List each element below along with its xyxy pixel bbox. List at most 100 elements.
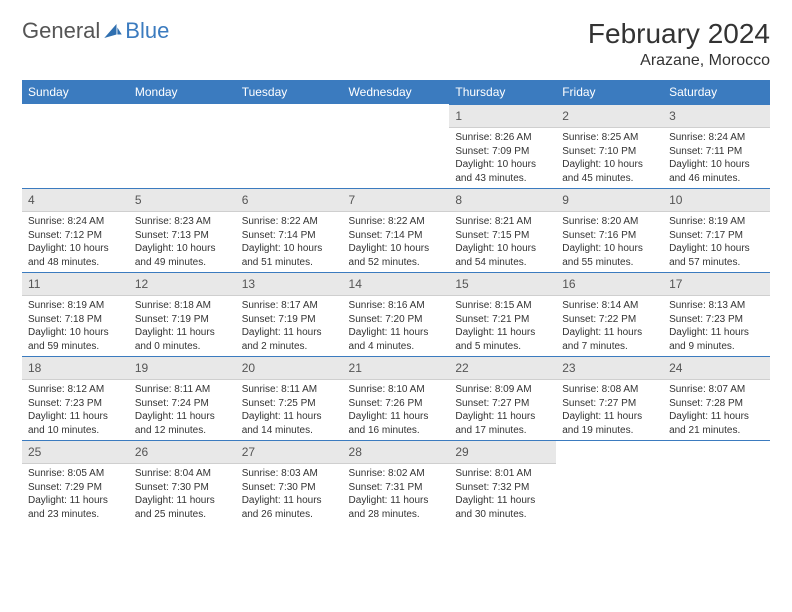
calendar-cell: 25Sunrise: 8:05 AMSunset: 7:29 PMDayligh…: [22, 440, 129, 528]
day-body: Sunrise: 8:16 AMSunset: 7:20 PMDaylight:…: [343, 296, 450, 355]
calendar-cell: [663, 440, 770, 528]
day-daylight: Daylight: 10 hours and 55 minutes.: [562, 242, 657, 269]
day-daylight: Daylight: 10 hours and 46 minutes.: [669, 158, 764, 185]
calendar-cell: 22Sunrise: 8:09 AMSunset: 7:27 PMDayligh…: [449, 356, 556, 440]
day-number: 14: [343, 272, 450, 296]
calendar-cell: 2Sunrise: 8:25 AMSunset: 7:10 PMDaylight…: [556, 104, 663, 188]
day-number: 21: [343, 356, 450, 380]
day-daylight: Daylight: 11 hours and 12 minutes.: [135, 410, 230, 437]
day-body: Sunrise: 8:25 AMSunset: 7:10 PMDaylight:…: [556, 128, 663, 187]
day-number: 18: [22, 356, 129, 380]
calendar-cell: 29Sunrise: 8:01 AMSunset: 7:32 PMDayligh…: [449, 440, 556, 528]
weekday-header: Saturday: [663, 80, 770, 104]
brand-sail-icon: [104, 24, 122, 38]
day-body: Sunrise: 8:22 AMSunset: 7:14 PMDaylight:…: [236, 212, 343, 271]
day-body: Sunrise: 8:12 AMSunset: 7:23 PMDaylight:…: [22, 380, 129, 439]
day-body: Sunrise: 8:24 AMSunset: 7:11 PMDaylight:…: [663, 128, 770, 187]
day-daylight: Daylight: 11 hours and 16 minutes.: [349, 410, 444, 437]
weekday-row: SundayMondayTuesdayWednesdayThursdayFrid…: [22, 80, 770, 104]
day-sunrise: Sunrise: 8:16 AM: [349, 299, 444, 313]
weekday-header: Thursday: [449, 80, 556, 104]
calendar-cell: 24Sunrise: 8:07 AMSunset: 7:28 PMDayligh…: [663, 356, 770, 440]
day-sunrise: Sunrise: 8:22 AM: [349, 215, 444, 229]
day-sunrise: Sunrise: 8:11 AM: [135, 383, 230, 397]
day-number: 7: [343, 188, 450, 212]
day-sunrise: Sunrise: 8:13 AM: [669, 299, 764, 313]
day-number: 9: [556, 188, 663, 212]
calendar-head: SundayMondayTuesdayWednesdayThursdayFrid…: [22, 80, 770, 104]
calendar-week: 1Sunrise: 8:26 AMSunset: 7:09 PMDaylight…: [22, 104, 770, 188]
day-sunset: Sunset: 7:13 PM: [135, 229, 230, 243]
day-sunset: Sunset: 7:20 PM: [349, 313, 444, 327]
day-body: Sunrise: 8:20 AMSunset: 7:16 PMDaylight:…: [556, 212, 663, 271]
calendar-cell: 11Sunrise: 8:19 AMSunset: 7:18 PMDayligh…: [22, 272, 129, 356]
calendar-cell: 13Sunrise: 8:17 AMSunset: 7:19 PMDayligh…: [236, 272, 343, 356]
day-sunset: Sunset: 7:26 PM: [349, 397, 444, 411]
day-daylight: Daylight: 11 hours and 9 minutes.: [669, 326, 764, 353]
day-daylight: Daylight: 10 hours and 59 minutes.: [28, 326, 123, 353]
day-sunset: Sunset: 7:22 PM: [562, 313, 657, 327]
weekday-header: Wednesday: [343, 80, 450, 104]
day-body: Sunrise: 8:19 AMSunset: 7:17 PMDaylight:…: [663, 212, 770, 271]
day-sunrise: Sunrise: 8:21 AM: [455, 215, 550, 229]
calendar-cell: 4Sunrise: 8:24 AMSunset: 7:12 PMDaylight…: [22, 188, 129, 272]
day-daylight: Daylight: 11 hours and 25 minutes.: [135, 494, 230, 521]
weekday-header: Sunday: [22, 80, 129, 104]
day-body: Sunrise: 8:10 AMSunset: 7:26 PMDaylight:…: [343, 380, 450, 439]
calendar-body: 1Sunrise: 8:26 AMSunset: 7:09 PMDaylight…: [22, 104, 770, 528]
day-body: Sunrise: 8:11 AMSunset: 7:24 PMDaylight:…: [129, 380, 236, 439]
day-body: Sunrise: 8:21 AMSunset: 7:15 PMDaylight:…: [449, 212, 556, 271]
day-number: 11: [22, 272, 129, 296]
calendar-week: 4Sunrise: 8:24 AMSunset: 7:12 PMDaylight…: [22, 188, 770, 272]
day-body: Sunrise: 8:08 AMSunset: 7:27 PMDaylight:…: [556, 380, 663, 439]
day-sunset: Sunset: 7:11 PM: [669, 145, 764, 159]
day-number: 20: [236, 356, 343, 380]
day-daylight: Daylight: 11 hours and 17 minutes.: [455, 410, 550, 437]
day-sunset: Sunset: 7:32 PM: [455, 481, 550, 495]
weekday-header: Tuesday: [236, 80, 343, 104]
day-sunset: Sunset: 7:12 PM: [28, 229, 123, 243]
day-sunrise: Sunrise: 8:25 AM: [562, 131, 657, 145]
day-sunset: Sunset: 7:19 PM: [135, 313, 230, 327]
day-body: Sunrise: 8:02 AMSunset: 7:31 PMDaylight:…: [343, 464, 450, 523]
day-daylight: Daylight: 10 hours and 51 minutes.: [242, 242, 337, 269]
calendar-cell: 7Sunrise: 8:22 AMSunset: 7:14 PMDaylight…: [343, 188, 450, 272]
calendar-cell: 18Sunrise: 8:12 AMSunset: 7:23 PMDayligh…: [22, 356, 129, 440]
day-number: 10: [663, 188, 770, 212]
location-label: Arazane, Morocco: [588, 52, 770, 70]
day-number: 2: [556, 104, 663, 128]
day-daylight: Daylight: 11 hours and 4 minutes.: [349, 326, 444, 353]
calendar-week: 11Sunrise: 8:19 AMSunset: 7:18 PMDayligh…: [22, 272, 770, 356]
day-body: Sunrise: 8:19 AMSunset: 7:18 PMDaylight:…: [22, 296, 129, 355]
calendar-cell: 14Sunrise: 8:16 AMSunset: 7:20 PMDayligh…: [343, 272, 450, 356]
day-sunset: Sunset: 7:27 PM: [562, 397, 657, 411]
day-sunset: Sunset: 7:29 PM: [28, 481, 123, 495]
day-sunset: Sunset: 7:14 PM: [242, 229, 337, 243]
calendar-cell: [343, 104, 450, 188]
day-daylight: Daylight: 11 hours and 10 minutes.: [28, 410, 123, 437]
day-sunrise: Sunrise: 8:12 AM: [28, 383, 123, 397]
day-sunrise: Sunrise: 8:19 AM: [28, 299, 123, 313]
day-number: 22: [449, 356, 556, 380]
day-sunrise: Sunrise: 8:20 AM: [562, 215, 657, 229]
calendar-cell: [236, 104, 343, 188]
calendar-cell: 23Sunrise: 8:08 AMSunset: 7:27 PMDayligh…: [556, 356, 663, 440]
day-body: Sunrise: 8:26 AMSunset: 7:09 PMDaylight:…: [449, 128, 556, 187]
day-sunrise: Sunrise: 8:22 AM: [242, 215, 337, 229]
day-sunset: Sunset: 7:09 PM: [455, 145, 550, 159]
day-sunset: Sunset: 7:17 PM: [669, 229, 764, 243]
day-daylight: Daylight: 10 hours and 48 minutes.: [28, 242, 123, 269]
day-number: 1: [449, 104, 556, 128]
day-daylight: Daylight: 10 hours and 45 minutes.: [562, 158, 657, 185]
calendar-cell: 9Sunrise: 8:20 AMSunset: 7:16 PMDaylight…: [556, 188, 663, 272]
day-number: 15: [449, 272, 556, 296]
day-body: Sunrise: 8:17 AMSunset: 7:19 PMDaylight:…: [236, 296, 343, 355]
day-sunset: Sunset: 7:28 PM: [669, 397, 764, 411]
day-number: 19: [129, 356, 236, 380]
day-body: Sunrise: 8:23 AMSunset: 7:13 PMDaylight:…: [129, 212, 236, 271]
title-block: February 2024 Arazane, Morocco: [588, 18, 770, 70]
day-number: 16: [556, 272, 663, 296]
calendar-week: 18Sunrise: 8:12 AMSunset: 7:23 PMDayligh…: [22, 356, 770, 440]
day-daylight: Daylight: 11 hours and 7 minutes.: [562, 326, 657, 353]
brand-logo: General Blue: [22, 18, 169, 44]
